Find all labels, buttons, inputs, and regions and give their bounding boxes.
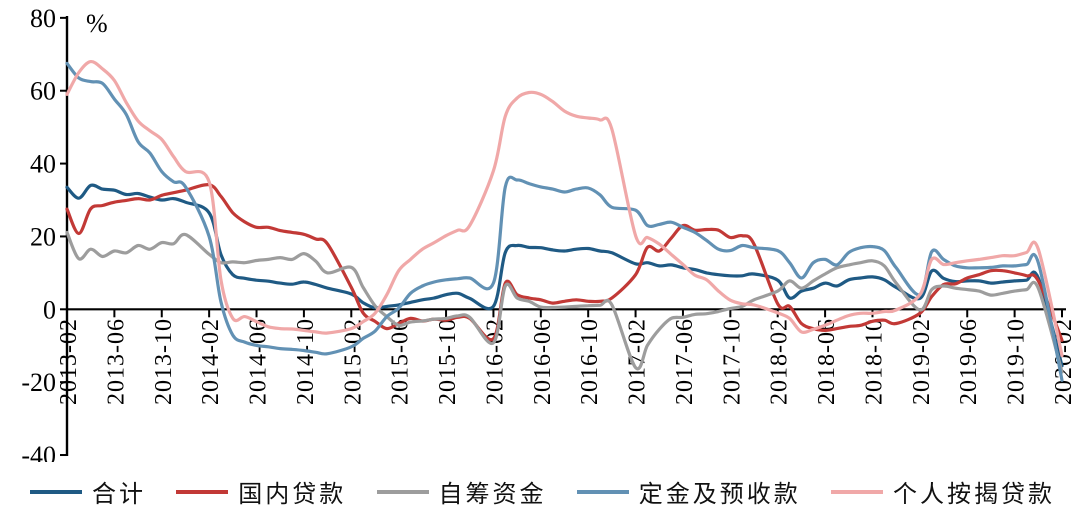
x-axis-tick-label: 2013-06	[103, 318, 129, 405]
x-axis-tick-label: 2018-06	[814, 318, 840, 405]
series-line-personal-mortgage-loans	[65, 59, 1064, 358]
x-axis-tick-label: 2016-10	[577, 318, 603, 405]
x-axis-tick-label: 2018-10	[861, 318, 887, 405]
series-line-self-raised-funds	[65, 230, 1064, 374]
legend-label-personal-mortgage-loans: 个人按揭贷款	[893, 482, 1055, 508]
x-axis-tick-label: 2017-06	[672, 318, 698, 405]
x-axis-tick-label: 2018-02	[767, 318, 793, 405]
legend-line-domestic-loans	[176, 489, 229, 494]
x-axis-tick-label: 2015-06	[388, 318, 414, 405]
legend-line-deposits-advance-payments	[576, 489, 629, 494]
x-axis-tick-label: 2015-02	[340, 318, 366, 405]
y-axis-tick-label: -40	[21, 441, 56, 462]
x-axis-tick-label: 2019-06	[956, 318, 982, 405]
series-line-total	[65, 183, 1064, 368]
series-line-deposits-advance-payments	[65, 61, 1064, 382]
x-axis-tick-label: 2020-02	[1051, 318, 1077, 405]
legend-line-personal-mortgage-loans	[831, 489, 883, 494]
legend-item-domestic-loans: 国内贷款	[176, 474, 346, 509]
y-axis-tick-label: 80	[30, 4, 56, 33]
legend-line-self-raised-funds	[376, 489, 429, 494]
x-axis-tick-label: 2015-10	[435, 318, 461, 405]
x-axis-tick-label: 2016-06	[530, 318, 556, 405]
x-axis-tick-label: 2013-02	[56, 318, 82, 405]
series-line-domestic-loans	[65, 182, 1064, 342]
legend-label-total: 合计	[92, 482, 146, 508]
legend-item-personal-mortgage-loans: 个人按揭贷款	[831, 474, 1055, 509]
y-axis-unit-label: %	[86, 9, 108, 38]
x-axis-tick-label: 2019-02	[909, 318, 935, 405]
legend-line-total	[30, 489, 82, 494]
legend-label-domestic-loans: 国内贷款	[238, 482, 347, 508]
y-axis-tick-label: 20	[30, 222, 56, 251]
y-axis-tick-label: -20	[21, 368, 56, 397]
x-axis-tick-label: 2019-10	[1004, 318, 1030, 405]
legend-item-deposits-advance-payments: 定金及预收款	[576, 474, 801, 509]
y-axis-tick-label: 60	[30, 77, 56, 106]
legend-item-total: 合计	[30, 474, 146, 509]
x-axis-tick-label: 2013-10	[151, 318, 177, 405]
chart-canvas: 2013-02 2013-06 2013-10 2014-02 2014-06 2014-…	[21, 4, 1077, 470]
legend-label-self-raised-funds: 自筹资金	[438, 482, 547, 508]
y-axis-tick-label: 0	[43, 295, 56, 324]
x-axis-tick-label: 2017-02	[625, 318, 651, 405]
chart-legend: 合计 国内贷款 自筹资金 定金及预收款 个人按揭贷款	[30, 474, 1055, 509]
x-axis-tick-label: 2014-02	[198, 318, 224, 405]
line-chart: 2013-02 2013-06 2013-10 2014-02 2014-06 2014-…	[21, 4, 1077, 470]
x-axis-tick-label: 2017-10	[719, 318, 745, 405]
legend-item-self-raised-funds: 自筹资金	[376, 474, 547, 509]
x-axis-tick-label: 2014-06	[246, 318, 272, 405]
y-axis-tick-label: 40	[30, 150, 56, 179]
legend-label-deposits-advance-payments: 定金及预收款	[638, 482, 801, 508]
